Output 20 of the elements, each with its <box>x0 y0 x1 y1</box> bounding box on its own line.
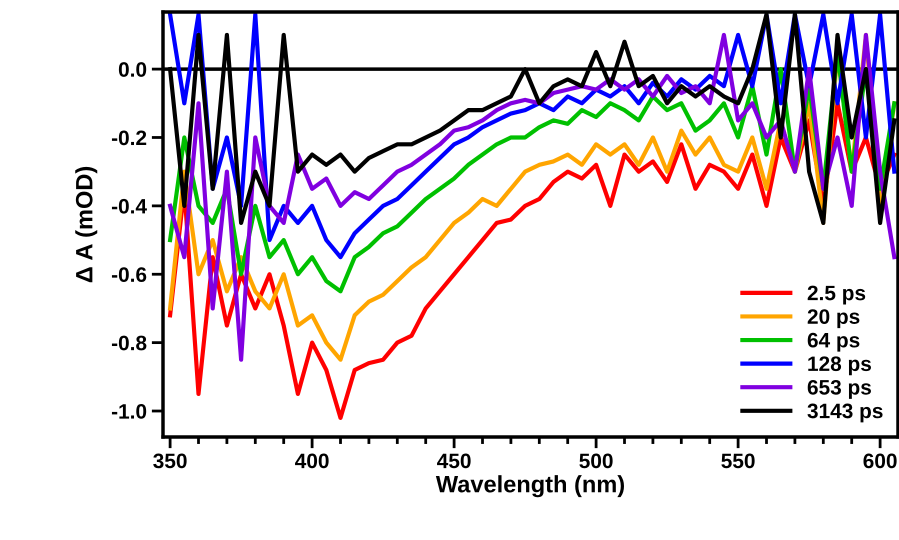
y-tick-label: -0.2 <box>112 130 146 146</box>
x-tick-label: 500 <box>579 454 613 468</box>
y-axis-title: Δ A (mOD) <box>75 166 98 282</box>
y-tick-label: 0.0 <box>118 62 146 77</box>
x-tick-label: 400 <box>295 454 329 468</box>
y-tick-label: -0.8 <box>112 336 146 350</box>
legend-label: 128 ps <box>808 356 871 376</box>
y-tick-label: -0.4 <box>112 198 147 214</box>
x-tick-label: 600 <box>863 454 897 468</box>
x-tick-label: 350 <box>153 454 187 468</box>
legend-label: 2.5 ps <box>808 286 866 304</box>
legend-label: 653 ps <box>808 380 871 399</box>
legend-label: 64 ps <box>808 332 860 352</box>
y-tick-label: -0.6 <box>112 267 146 282</box>
x-axis-title: Wavelength (nm) <box>436 475 624 498</box>
legend-label: 3143 ps <box>807 404 883 422</box>
legend-label: 20 ps <box>808 309 860 328</box>
x-tick-label: 450 <box>437 454 471 468</box>
y-tick-label: -1.0 <box>112 404 146 419</box>
x-tick-label: 550 <box>721 454 755 468</box>
